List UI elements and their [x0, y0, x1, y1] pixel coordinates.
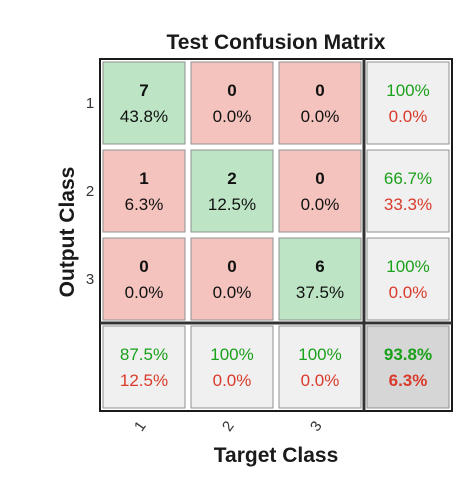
- cell-percent: 37.5%: [296, 283, 344, 302]
- chart-title: Test Confusion Matrix: [167, 31, 386, 54]
- x-tick-label: 1: [131, 418, 150, 435]
- row-summary-incorrect: 0.0%: [389, 283, 428, 302]
- overall-correct: 93.8%: [384, 345, 432, 364]
- cell-percent: 0.0%: [301, 107, 340, 126]
- row-summary-correct: 100%: [386, 257, 429, 276]
- matrix-cell: [102, 237, 186, 321]
- row-summary-incorrect: 0.0%: [389, 107, 428, 126]
- cell-count: 0: [315, 169, 324, 188]
- cell-percent: 0.0%: [213, 283, 252, 302]
- y-tick-label: 2: [86, 183, 94, 200]
- col-summary-incorrect: 0.0%: [213, 371, 252, 390]
- row-summary-cell: [366, 237, 450, 321]
- col-summary-incorrect: 0.0%: [301, 371, 340, 390]
- matrix-cell: [278, 149, 362, 233]
- cell-count: 0: [315, 81, 324, 100]
- matrix-cell: [190, 149, 274, 233]
- col-summary-cell: [278, 325, 362, 409]
- cell-count: 6: [315, 257, 324, 276]
- y-tick-label: 3: [86, 271, 94, 288]
- row-summary-cell: [366, 149, 450, 233]
- cell-count: 0: [139, 257, 148, 276]
- cell-percent: 12.5%: [208, 195, 256, 214]
- col-summary-cell: [190, 325, 274, 409]
- col-summary-correct: 87.5%: [120, 345, 168, 364]
- cell-percent: 0.0%: [301, 195, 340, 214]
- cell-count: 0: [227, 81, 236, 100]
- overall-cell: [366, 325, 450, 409]
- x-axis-label: Target Class: [214, 444, 339, 467]
- matrix-border: [99, 58, 453, 412]
- col-summary-cell: [102, 325, 186, 409]
- cell-count: 2: [227, 169, 236, 188]
- cell-count: 0: [227, 257, 236, 276]
- matrix-cell: [102, 149, 186, 233]
- col-summary-correct: 100%: [210, 345, 253, 364]
- matrix-cell: [190, 61, 274, 145]
- cell-percent: 0.0%: [125, 283, 164, 302]
- matrix-cell: [102, 61, 186, 145]
- y-axis-label: Output Class: [56, 167, 79, 298]
- row-summary-correct: 66.7%: [384, 169, 432, 188]
- row-summary-correct: 100%: [386, 81, 429, 100]
- col-summary-correct: 100%: [298, 345, 341, 364]
- matrix-cell: [278, 61, 362, 145]
- col-summary-incorrect: 12.5%: [120, 371, 168, 390]
- row-summary-cell: [366, 61, 450, 145]
- x-tick-label: 2: [219, 418, 238, 435]
- cell-count: 1: [139, 169, 148, 188]
- matrix-cell: [190, 237, 274, 321]
- cell-percent: 0.0%: [213, 107, 252, 126]
- cell-percent: 43.8%: [120, 107, 168, 126]
- x-tick-label: 3: [307, 418, 326, 435]
- matrix-cell: [278, 237, 362, 321]
- overall-incorrect: 6.3%: [389, 371, 428, 390]
- row-summary-incorrect: 33.3%: [384, 195, 432, 214]
- cell-count: 7: [139, 81, 148, 100]
- matrix-cells: 7 43.8% 0 0.0% 0 0.0% 1 6.3% 2 12.5% 0 0.0% 0 0.0% 0 0.…: [99, 58, 453, 412]
- cell-percent: 6.3%: [125, 195, 164, 214]
- y-tick-label: 1: [86, 95, 94, 112]
